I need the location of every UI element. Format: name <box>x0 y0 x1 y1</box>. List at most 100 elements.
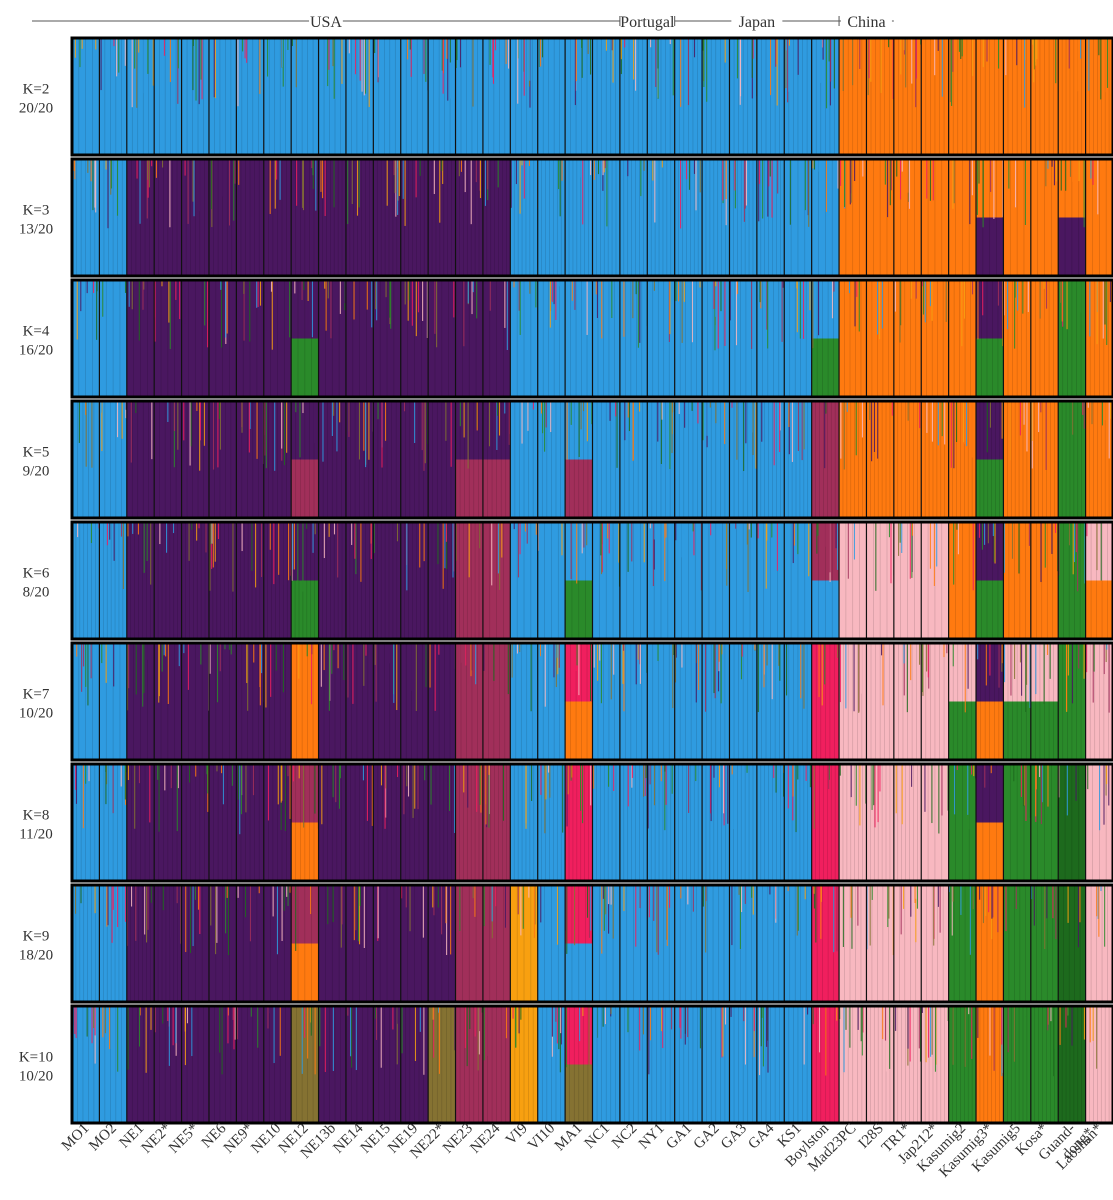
panel-k-label: K=4 <box>23 324 50 340</box>
admixture-streak <box>610 1006 612 1015</box>
admixture-streak <box>777 159 779 194</box>
admixture-streak <box>560 1006 562 1045</box>
admixture-streak <box>394 159 396 194</box>
admixture-streak <box>173 401 175 468</box>
admixture-streak <box>312 522 314 553</box>
admixture-streak <box>245 764 247 813</box>
admixture-streak <box>704 643 707 712</box>
admixture-streak <box>840 401 842 459</box>
admixture-streak <box>731 159 733 227</box>
admixture-streak <box>771 643 773 700</box>
admixture-streak <box>877 401 879 459</box>
admixture-streak <box>1100 522 1102 581</box>
admixture-streak <box>1098 38 1100 56</box>
population-bar-segment <box>976 764 1004 823</box>
admixture-streak <box>121 401 123 439</box>
admixture-streak <box>192 38 194 47</box>
admixture-streak <box>562 764 564 833</box>
admixture-streak <box>969 159 971 225</box>
admixture-streak <box>327 38 329 87</box>
admixture-streak <box>100 401 102 413</box>
structure-panels: K=220/20K=313/20K=416/20K=59/20K=68/20K=… <box>19 36 1113 1125</box>
admixture-streak <box>277 38 279 91</box>
population-label: NC1 <box>582 1121 613 1152</box>
admixture-streak <box>154 280 156 342</box>
admixture-streak <box>459 38 462 68</box>
admixture-streak <box>265 643 267 708</box>
population-bar-segment <box>373 280 402 398</box>
admixture-streak <box>971 159 973 196</box>
population-bar-segment <box>976 159 1004 218</box>
admixture-streak <box>896 885 898 937</box>
admixture-streak <box>240 764 243 815</box>
admixture-streak <box>627 1006 629 1033</box>
population-bar-segment <box>455 764 484 882</box>
population-bar-segment <box>181 522 210 640</box>
admixture-streak <box>752 401 754 456</box>
admixture-streak <box>855 401 857 456</box>
admixture-streak <box>266 280 268 331</box>
admixture-streak <box>286 401 288 453</box>
admixture-streak <box>1004 643 1006 683</box>
admixture-streak <box>858 643 860 713</box>
admixture-streak <box>1077 522 1079 592</box>
admixture-streak <box>82 764 84 829</box>
admixture-streak <box>779 643 781 681</box>
admixture-streak <box>76 280 78 340</box>
admixture-streak <box>219 401 221 450</box>
admixture-streak <box>1035 643 1037 695</box>
admixture-streak <box>192 885 194 947</box>
admixture-streak <box>256 280 258 308</box>
admixture-streak <box>144 885 146 935</box>
admixture-streak <box>986 401 988 453</box>
admixture-streak <box>289 885 291 893</box>
admixture-streak <box>528 885 530 898</box>
admixture-streak <box>767 1006 769 1073</box>
admixture-streak <box>297 522 299 590</box>
population-bar-segment <box>1085 38 1113 156</box>
admixture-streak <box>307 280 309 335</box>
population-bar-segment <box>154 885 182 1003</box>
admixture-streak <box>1096 280 1098 345</box>
admixture-streak <box>239 764 241 835</box>
admixture-streak <box>143 38 145 94</box>
admixture-streak <box>146 159 148 219</box>
admixture-streak <box>96 280 98 340</box>
admixture-streak <box>521 159 523 166</box>
admixture-streak <box>635 885 637 947</box>
admixture-streak <box>131 38 133 108</box>
admixture-streak <box>533 643 535 679</box>
admixture-streak <box>714 280 716 351</box>
population-bar-segment <box>72 38 100 156</box>
admixture-streak <box>885 1006 887 1072</box>
admixture-streak <box>1089 1006 1091 1043</box>
admixture-streak <box>556 1006 558 1044</box>
admixture-streak <box>198 522 200 529</box>
admixture-streak <box>248 401 250 453</box>
admixture-streak <box>201 38 203 100</box>
admixture-streak <box>339 280 341 314</box>
admixture-streak <box>991 885 993 919</box>
panel-frame <box>70 36 1113 157</box>
admixture-streak <box>959 764 961 813</box>
admixture-streak <box>194 885 196 900</box>
population-bar-segment <box>1085 643 1113 761</box>
admixture-streak <box>635 38 637 91</box>
admixture-streak <box>783 764 785 773</box>
admixture-streak <box>789 1006 792 1017</box>
admixture-streak <box>1023 401 1025 425</box>
admixture-streak <box>745 522 747 587</box>
admixture-streak <box>778 643 780 666</box>
admixture-streak <box>216 885 218 943</box>
admixture-streak <box>220 764 223 774</box>
admixture-streak <box>845 1006 847 1030</box>
population-bar-segment <box>482 280 511 398</box>
admixture-streak <box>363 885 365 948</box>
admixture-streak <box>992 885 994 918</box>
population-label: VI10 <box>525 1121 558 1154</box>
admixture-streak <box>643 764 645 797</box>
admixture-streak <box>167 643 169 704</box>
admixture-streak <box>506 280 508 351</box>
admixture-streak <box>1105 38 1107 93</box>
admixture-streak <box>190 38 192 85</box>
